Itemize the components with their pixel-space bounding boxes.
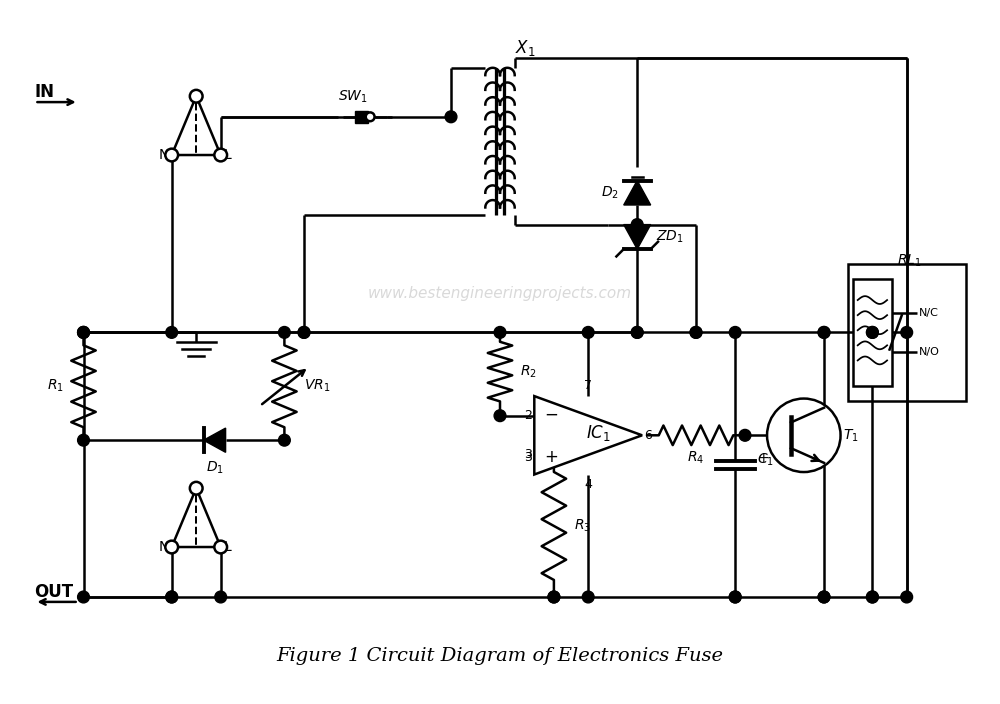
- Circle shape: [818, 327, 830, 339]
- Circle shape: [582, 327, 594, 339]
- Circle shape: [867, 327, 878, 339]
- Text: N: N: [159, 540, 169, 554]
- Circle shape: [901, 591, 913, 603]
- Circle shape: [298, 327, 310, 339]
- Circle shape: [818, 591, 830, 603]
- Bar: [848, 264, 966, 401]
- Text: 2: 2: [524, 409, 532, 422]
- Polygon shape: [534, 396, 642, 474]
- Polygon shape: [204, 428, 226, 453]
- Circle shape: [445, 111, 457, 122]
- Circle shape: [729, 591, 741, 603]
- Circle shape: [165, 541, 178, 553]
- Text: +: +: [757, 451, 769, 465]
- Text: N: N: [159, 148, 169, 162]
- Text: $R_4$: $R_4$: [687, 450, 705, 466]
- Text: 3: 3: [524, 448, 532, 461]
- Text: N/C: N/C: [919, 308, 939, 318]
- Circle shape: [366, 113, 375, 121]
- Text: N/O: N/O: [919, 347, 940, 357]
- Text: $IC_1$: $IC_1$: [586, 423, 610, 443]
- Polygon shape: [624, 225, 651, 249]
- Text: L: L: [223, 540, 231, 554]
- Text: $D_1$: $D_1$: [206, 460, 224, 476]
- Text: www.bestengineeringprojects.com: www.bestengineeringprojects.com: [368, 286, 632, 301]
- Circle shape: [548, 591, 560, 603]
- Circle shape: [190, 482, 203, 495]
- Text: $ZD_1$: $ZD_1$: [656, 229, 683, 245]
- Circle shape: [690, 327, 702, 339]
- Circle shape: [214, 149, 227, 161]
- Circle shape: [818, 591, 830, 603]
- Text: $SW_1$: $SW_1$: [338, 88, 368, 105]
- Text: OUT: OUT: [34, 583, 74, 601]
- Circle shape: [767, 398, 841, 472]
- Circle shape: [279, 327, 290, 339]
- Text: 6: 6: [645, 429, 652, 442]
- Circle shape: [279, 434, 290, 446]
- Circle shape: [190, 90, 203, 103]
- Text: $T_1$: $T_1$: [843, 427, 859, 444]
- Circle shape: [78, 327, 89, 339]
- Circle shape: [631, 219, 643, 230]
- Circle shape: [494, 327, 506, 339]
- Circle shape: [166, 591, 178, 603]
- Polygon shape: [624, 180, 651, 205]
- Circle shape: [867, 327, 878, 339]
- Circle shape: [582, 591, 594, 603]
- Circle shape: [298, 327, 310, 339]
- Circle shape: [690, 327, 702, 339]
- Circle shape: [78, 327, 89, 339]
- Text: $-$: $-$: [544, 404, 558, 422]
- Text: $C_1$: $C_1$: [757, 451, 774, 468]
- Circle shape: [78, 591, 89, 603]
- Circle shape: [867, 591, 878, 603]
- Text: $R_1$: $R_1$: [47, 378, 64, 394]
- Text: 3: 3: [524, 451, 532, 464]
- Circle shape: [494, 410, 506, 422]
- Circle shape: [818, 327, 830, 339]
- Circle shape: [867, 591, 878, 603]
- Circle shape: [78, 327, 89, 339]
- Text: 4: 4: [584, 479, 592, 491]
- Circle shape: [165, 149, 178, 161]
- Text: $RL_1$: $RL_1$: [897, 252, 922, 269]
- Text: $+$: $+$: [544, 448, 558, 466]
- Bar: [355, 111, 368, 122]
- Circle shape: [631, 327, 643, 339]
- Text: L: L: [223, 148, 231, 162]
- Text: $VR_1$: $VR_1$: [304, 378, 330, 394]
- Circle shape: [729, 327, 741, 339]
- Text: Figure 1 Circuit Diagram of Electronics Fuse: Figure 1 Circuit Diagram of Electronics …: [277, 647, 724, 665]
- Text: $X_1$: $X_1$: [515, 38, 535, 58]
- Circle shape: [901, 327, 913, 339]
- Circle shape: [548, 591, 560, 603]
- Circle shape: [166, 591, 178, 603]
- Circle shape: [78, 434, 89, 446]
- Circle shape: [631, 327, 643, 339]
- Text: IN: IN: [34, 83, 54, 101]
- Text: $D_2$: $D_2$: [601, 184, 619, 201]
- Text: 7: 7: [584, 379, 592, 392]
- Circle shape: [214, 541, 227, 553]
- Circle shape: [166, 327, 178, 339]
- Text: $R_2$: $R_2$: [520, 363, 536, 379]
- Text: $R_3$: $R_3$: [574, 517, 591, 534]
- Circle shape: [739, 429, 751, 441]
- Circle shape: [215, 591, 227, 603]
- Circle shape: [729, 591, 741, 603]
- Bar: [853, 279, 892, 386]
